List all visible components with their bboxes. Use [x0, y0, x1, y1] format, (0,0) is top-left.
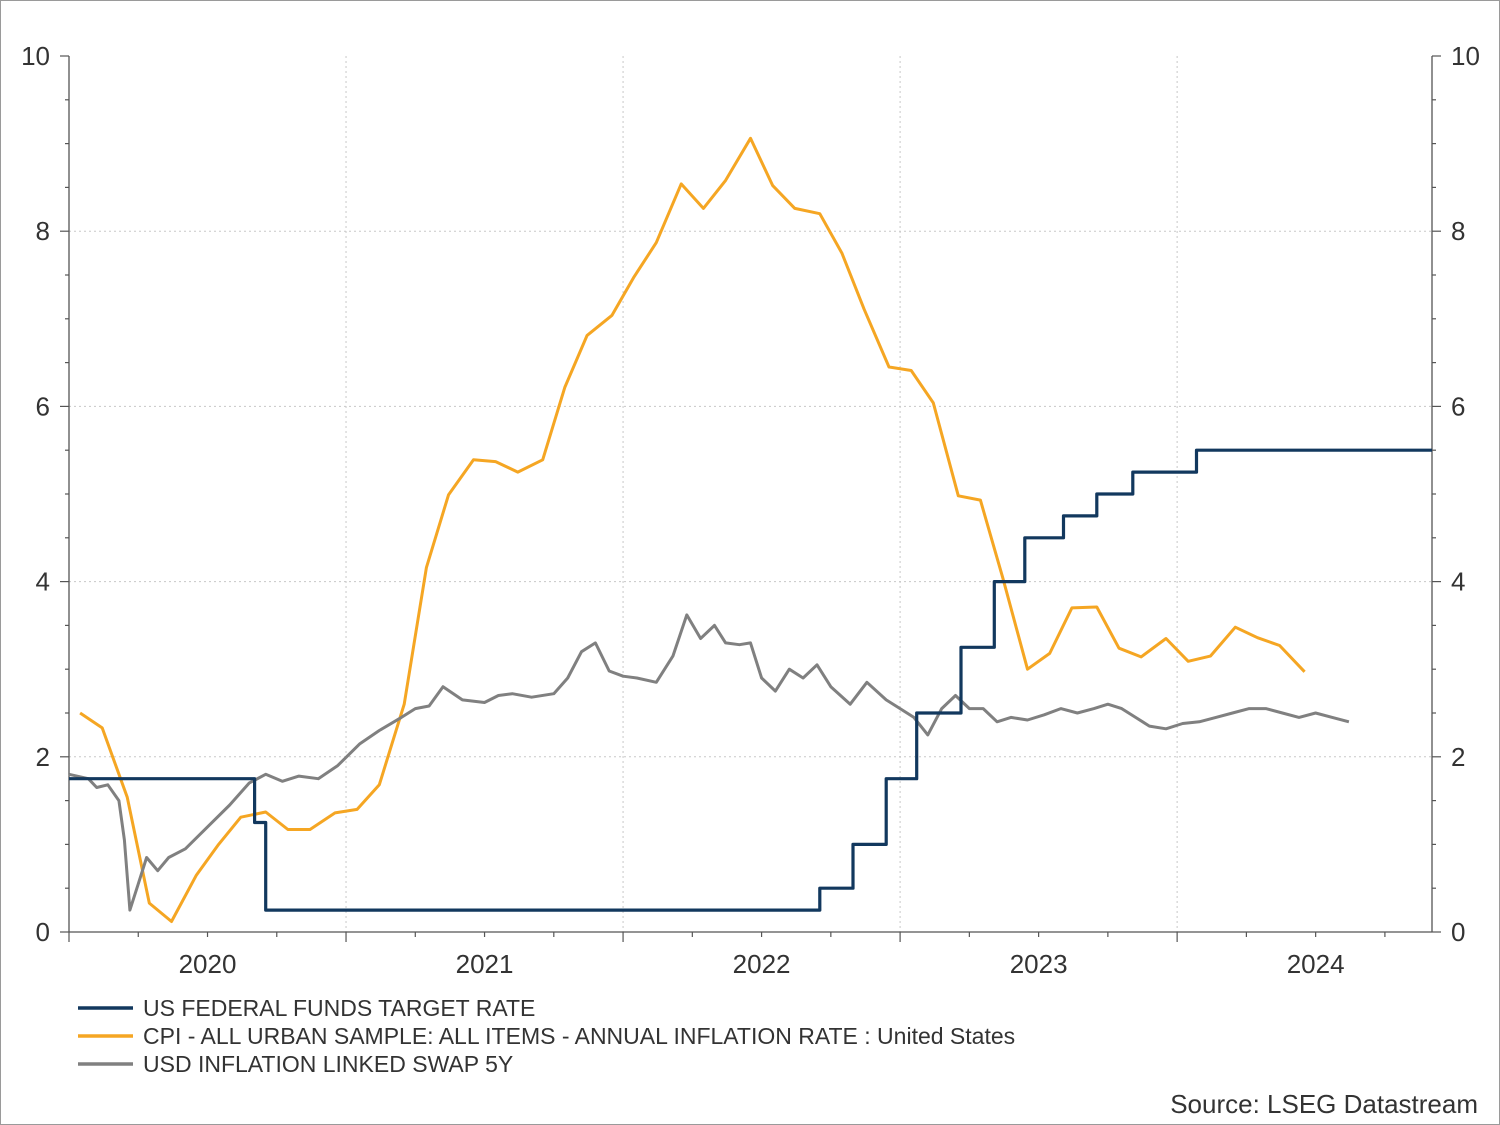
series-layer — [68, 136, 1432, 923]
left-tick-label: 4 — [36, 567, 50, 597]
legend-label: CPI - ALL URBAN SAMPLE: ALL ITEMS - ANNU… — [143, 1023, 1015, 1049]
x-tick-label: 2021 — [456, 949, 514, 979]
series-line-3 — [68, 613, 1350, 912]
left-tick-label: 2 — [36, 742, 50, 772]
right-tick-label: 6 — [1451, 391, 1465, 421]
left-tick-label: 0 — [36, 917, 50, 947]
left-tick-label: 6 — [36, 391, 50, 421]
series-line-2 — [79, 136, 1306, 923]
right-tick-label: 8 — [1451, 216, 1465, 246]
left-tick-label: 10 — [21, 41, 50, 71]
x-tick-label: 2020 — [179, 949, 237, 979]
x-tick-label: 2024 — [1287, 949, 1345, 979]
legend-label: USD INFLATION LINKED SWAP 5Y — [143, 1051, 513, 1077]
right-tick-label: 10 — [1451, 41, 1480, 71]
source-label: Source: LSEG Datastream — [1170, 1089, 1478, 1119]
series-line-1 — [69, 448, 1432, 912]
left-tick-label: 8 — [36, 216, 50, 246]
x-tick-label: 2023 — [1010, 949, 1068, 979]
axes: 0 2 4 6 8 10 0 2 4 6 8 10 2020 2021 2022 2023 2024 — [21, 41, 1480, 979]
right-tick-label: 2 — [1451, 742, 1465, 772]
grid-lines — [69, 56, 1432, 932]
x-tick-label: 2022 — [733, 949, 791, 979]
legend-label: US FEDERAL FUNDS TARGET RATE — [143, 995, 535, 1021]
right-tick-label: 0 — [1451, 917, 1465, 947]
right-tick-label: 4 — [1451, 567, 1465, 597]
